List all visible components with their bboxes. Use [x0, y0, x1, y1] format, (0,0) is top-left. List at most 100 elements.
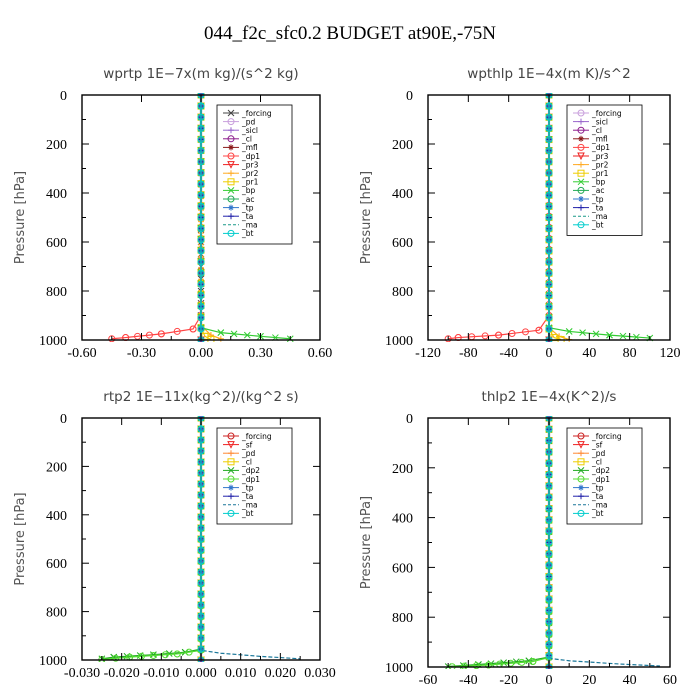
- series-point-bt: [545, 606, 553, 614]
- y-tick-label: 400: [392, 187, 413, 202]
- series-point-bt: [545, 471, 553, 479]
- legend-entry: _bp: [591, 178, 606, 187]
- y-tick-label: 1000: [385, 334, 413, 349]
- legend-entry: _dp1: [241, 475, 260, 484]
- legend-entry: _dp1: [591, 475, 610, 484]
- legend-marker: [227, 135, 235, 143]
- x-tick-label: 120: [660, 346, 681, 361]
- legend: _forcing_sicl_cl_mfl_dp1_pr3_pr2_pr1_bp_…: [566, 104, 643, 236]
- series-point-bt: [197, 214, 205, 221]
- series-point-bt: [197, 491, 205, 499]
- legend-marker: [578, 161, 584, 168]
- series-point-bt: [545, 550, 553, 558]
- series-point-bt: [545, 225, 553, 233]
- series-point-bt: [545, 527, 553, 535]
- x-tick-label: -60: [419, 673, 438, 688]
- legend-entry: _bt: [241, 509, 254, 518]
- series-point-dp1: [518, 658, 526, 666]
- series-point-bt: [545, 652, 553, 660]
- series-point-bt: [197, 645, 205, 653]
- series-point-bt: [197, 136, 205, 144]
- legend-entry: _forcing: [591, 109, 622, 118]
- series-point-bt: [197, 202, 205, 210]
- y-axis-label: Pressure [hPa]: [359, 496, 374, 589]
- legend-marker: [227, 475, 235, 483]
- legend-marker: [228, 127, 234, 134]
- series-point-bt: [545, 214, 553, 221]
- series-point-dp1: [189, 325, 197, 333]
- series-point-bt: [197, 169, 205, 177]
- legend-marker: [227, 187, 235, 194]
- legend-marker: [577, 126, 585, 134]
- legend-marker: [578, 204, 584, 211]
- series-point-dp1: [185, 648, 193, 656]
- series-point-bt: [197, 502, 205, 510]
- series-point-bp: [633, 333, 640, 341]
- series-point-dp2: [500, 659, 507, 666]
- legend-marker: [577, 143, 585, 151]
- x-tick-label: 0: [546, 346, 553, 361]
- legend-marker: [578, 484, 584, 491]
- legend-marker: [227, 109, 235, 117]
- legend-entry: _bt: [591, 221, 604, 230]
- y-tick-label: 400: [46, 187, 67, 202]
- legend-entry: _bt: [591, 509, 604, 518]
- series-point-bt: [197, 191, 205, 199]
- legend-marker: [228, 493, 234, 500]
- legend-entry: _ta: [241, 212, 253, 221]
- series-group: [98, 416, 301, 662]
- x-tick-label: -0.60: [67, 346, 96, 361]
- series-point-bt: [197, 325, 205, 333]
- y-tick-label: 600: [392, 561, 413, 576]
- x-tick-label: 0.020: [265, 666, 297, 681]
- legend-marker: [228, 484, 234, 491]
- legend-entry: _ta: [591, 203, 603, 212]
- legend-entry: _mfl: [591, 135, 608, 144]
- series-line-ma: [548, 418, 660, 667]
- legend-marker: [227, 178, 235, 186]
- y-tick-label: 200: [46, 138, 67, 153]
- series-point-bt: [197, 147, 205, 155]
- legend-entry: _ma: [241, 221, 258, 230]
- series-point-dp1: [507, 659, 515, 667]
- series-point-bt: [545, 113, 553, 121]
- y-tick-label: 800: [392, 611, 413, 626]
- series-point-bt: [545, 595, 553, 603]
- series-point-dp1: [161, 651, 169, 659]
- legend-marker: [227, 229, 235, 237]
- series-point-bt: [545, 493, 553, 501]
- legend-marker: [228, 204, 234, 211]
- series-point-dp2: [512, 658, 520, 666]
- x-tick-label: 0.30: [248, 346, 273, 361]
- series-point-bt: [545, 147, 553, 155]
- series-point-bt: [545, 505, 553, 513]
- legend-marker: [227, 441, 235, 449]
- legend-entry: _bp: [241, 186, 256, 195]
- series-point-bp: [592, 330, 600, 338]
- legend-entry: _pd: [591, 449, 606, 458]
- x-tick-label: 40: [582, 346, 596, 361]
- legend-entry: _pr3: [591, 152, 609, 161]
- legend-entry: _forcing: [241, 432, 272, 441]
- series-point-bp: [230, 330, 238, 338]
- x-tick-label: -80: [459, 346, 478, 361]
- legend: _forcing_pd_sicl_cl_mfl_dp1_pr3_pr2_pr1_…: [216, 104, 293, 245]
- series-point-dp2: [165, 650, 173, 657]
- series-point-bt: [197, 579, 205, 587]
- legend-box: [216, 104, 293, 245]
- series-point-bt: [545, 269, 553, 277]
- figure-title: 044_f2c_sfc0.2 BUDGET at90E,-75N: [204, 23, 496, 44]
- series-point-bt: [197, 513, 205, 521]
- series-point-dp1: [108, 335, 116, 342]
- legend-marker: [227, 467, 235, 474]
- series-line-dp1: [111, 95, 202, 340]
- legend-entry: _dp1: [241, 152, 260, 161]
- series-point-dp1: [472, 662, 480, 669]
- series-point-bt: [197, 314, 205, 322]
- series-point-bt: [545, 258, 553, 266]
- series-point-dp1: [173, 650, 181, 658]
- series-point-bt: [197, 546, 205, 554]
- series-group: [108, 93, 294, 342]
- series-point-bt: [545, 102, 553, 110]
- series-point-bp: [243, 331, 251, 339]
